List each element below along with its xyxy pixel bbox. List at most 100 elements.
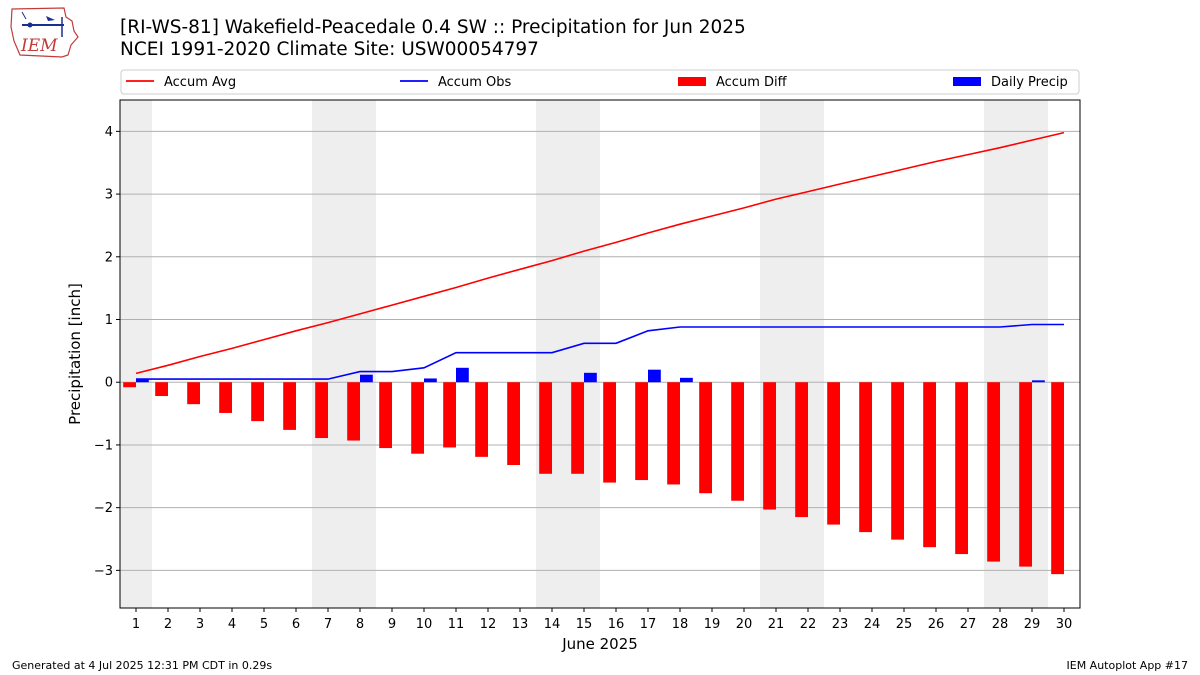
y-tick-label: 2 xyxy=(105,250,113,265)
x-tick-label: 19 xyxy=(704,617,721,632)
x-tick-label: 17 xyxy=(640,617,657,632)
accum-avg-line xyxy=(135,131,1065,375)
x-tick-label: 15 xyxy=(576,617,593,632)
legend-swatch xyxy=(678,77,706,86)
iem-logo: IEM xyxy=(10,7,79,58)
weekend-shade xyxy=(120,100,152,608)
daily-precip-bar xyxy=(1032,380,1045,383)
accum-diff-bar xyxy=(667,382,680,485)
legend-label: Accum Avg xyxy=(164,75,236,90)
x-tick-label: 10 xyxy=(416,617,433,632)
legend-box xyxy=(120,69,1080,95)
accum-diff-bar xyxy=(1051,382,1064,575)
accum-diff-bar xyxy=(251,382,264,422)
accum-diff-bar xyxy=(379,382,392,449)
weekend-shade xyxy=(536,100,600,608)
accum-diff-bar xyxy=(603,382,616,483)
x-tick-label: 2 xyxy=(164,617,172,632)
x-tick-label: 27 xyxy=(960,617,977,632)
daily-precip-bar xyxy=(424,378,437,383)
legend-label: Accum Obs xyxy=(438,75,511,90)
daily-precip-bar xyxy=(584,372,597,383)
x-tick-label: 5 xyxy=(260,617,268,632)
x-tick-label: 14 xyxy=(544,617,561,632)
y-tick-label: −1 xyxy=(94,438,113,453)
app-note: IEM Autoplot App #17 xyxy=(1066,659,1189,672)
legend-swatch xyxy=(953,77,981,86)
accum-diff-bar xyxy=(859,382,872,533)
x-axis-label: June 2025 xyxy=(561,635,638,653)
accum-diff-bar xyxy=(699,382,712,494)
y-tick-label: 0 xyxy=(105,376,113,391)
x-tick-label: 1 xyxy=(132,617,140,632)
accum-diff-bar xyxy=(571,382,584,474)
legend: Accum Avg Accum Obs Accum Diff Daily Precip xyxy=(120,69,1080,95)
y-tick-label: 1 xyxy=(105,313,113,328)
accum-diff-bar xyxy=(187,382,200,405)
accum-diff-bar xyxy=(219,382,232,413)
daily-precip-bar xyxy=(680,377,693,383)
y-axis-label: Precipitation [inch] xyxy=(66,283,84,425)
logo-text: IEM xyxy=(20,36,58,56)
accum-diff-bar xyxy=(283,382,296,430)
daily-precip-bar xyxy=(136,379,149,383)
accum-diff-bar xyxy=(315,382,328,439)
accum-diff-bar xyxy=(795,382,808,518)
x-tick-label: 25 xyxy=(896,617,913,632)
weekend-shade xyxy=(312,100,376,608)
x-tick-label: 26 xyxy=(928,617,945,632)
legend-label: Daily Precip xyxy=(991,75,1068,90)
generated-note: Generated at 4 Jul 2025 12:31 PM CDT in … xyxy=(12,659,273,672)
accum-diff-bar xyxy=(539,382,552,474)
x-tick-label: 9 xyxy=(388,617,396,632)
plot-frame xyxy=(119,99,1081,609)
y-tick-label: 3 xyxy=(105,188,113,203)
chart-title: [RI-WS-81] Wakefield-Peacedale 0.4 SW ::… xyxy=(120,17,746,38)
x-tick-label: 16 xyxy=(608,617,625,632)
chart-subtitle: NCEI 1991-2020 Climate Site: USW00054797 xyxy=(120,39,539,60)
x-tick-label: 3 xyxy=(196,617,204,632)
accum-diff-bar xyxy=(1019,382,1032,567)
y-tick-label: −3 xyxy=(94,564,113,579)
x-tick-label: 28 xyxy=(992,617,1009,632)
x-tick-label: 6 xyxy=(292,617,300,632)
daily-precip-bar xyxy=(360,374,373,383)
accum-diff-bar xyxy=(155,382,168,397)
x-tick-label: 12 xyxy=(480,617,497,632)
accum-diff-bar xyxy=(891,382,904,540)
x-tick-label: 24 xyxy=(864,617,881,632)
weekend-shade xyxy=(760,100,824,608)
x-tick-label: 22 xyxy=(800,617,817,632)
accum-diff-bar xyxy=(987,382,1000,562)
x-tick-label: 30 xyxy=(1056,617,1073,632)
accum-diff-bar xyxy=(123,382,136,388)
x-tick-label: 18 xyxy=(672,617,689,632)
accum-diff-bar xyxy=(411,382,424,454)
x-tick-label: 7 xyxy=(324,617,332,632)
accum-diff-bar xyxy=(507,382,520,466)
x-tick-label: 20 xyxy=(736,617,753,632)
daily-precip-bar xyxy=(648,369,661,383)
x-tick-label: 21 xyxy=(768,617,785,632)
x-tick-label: 8 xyxy=(356,617,364,632)
accum-diff-bar xyxy=(731,382,744,501)
x-tick-label: 13 xyxy=(512,617,529,632)
accum-diff-bar xyxy=(443,382,456,448)
accum-diff-bar xyxy=(347,382,360,441)
accum-obs-line xyxy=(136,323,1064,380)
accum-diff-bar xyxy=(827,382,840,525)
accum-diff-bar xyxy=(475,382,488,457)
x-tick-label: 4 xyxy=(228,617,236,632)
daily-precip-bar xyxy=(456,367,469,383)
accum-diff-bar xyxy=(955,382,968,555)
accum-diff-bar xyxy=(763,382,776,510)
y-tick-label: −2 xyxy=(94,501,113,516)
x-tick-label: 23 xyxy=(832,617,849,632)
accum-diff-bar xyxy=(923,382,936,548)
accum-diff-bar xyxy=(635,382,648,481)
y-tick-label: 4 xyxy=(105,125,113,140)
x-tick-label: 11 xyxy=(448,617,465,632)
x-tick-label: 29 xyxy=(1024,617,1041,632)
legend-label: Accum Diff xyxy=(716,75,788,90)
